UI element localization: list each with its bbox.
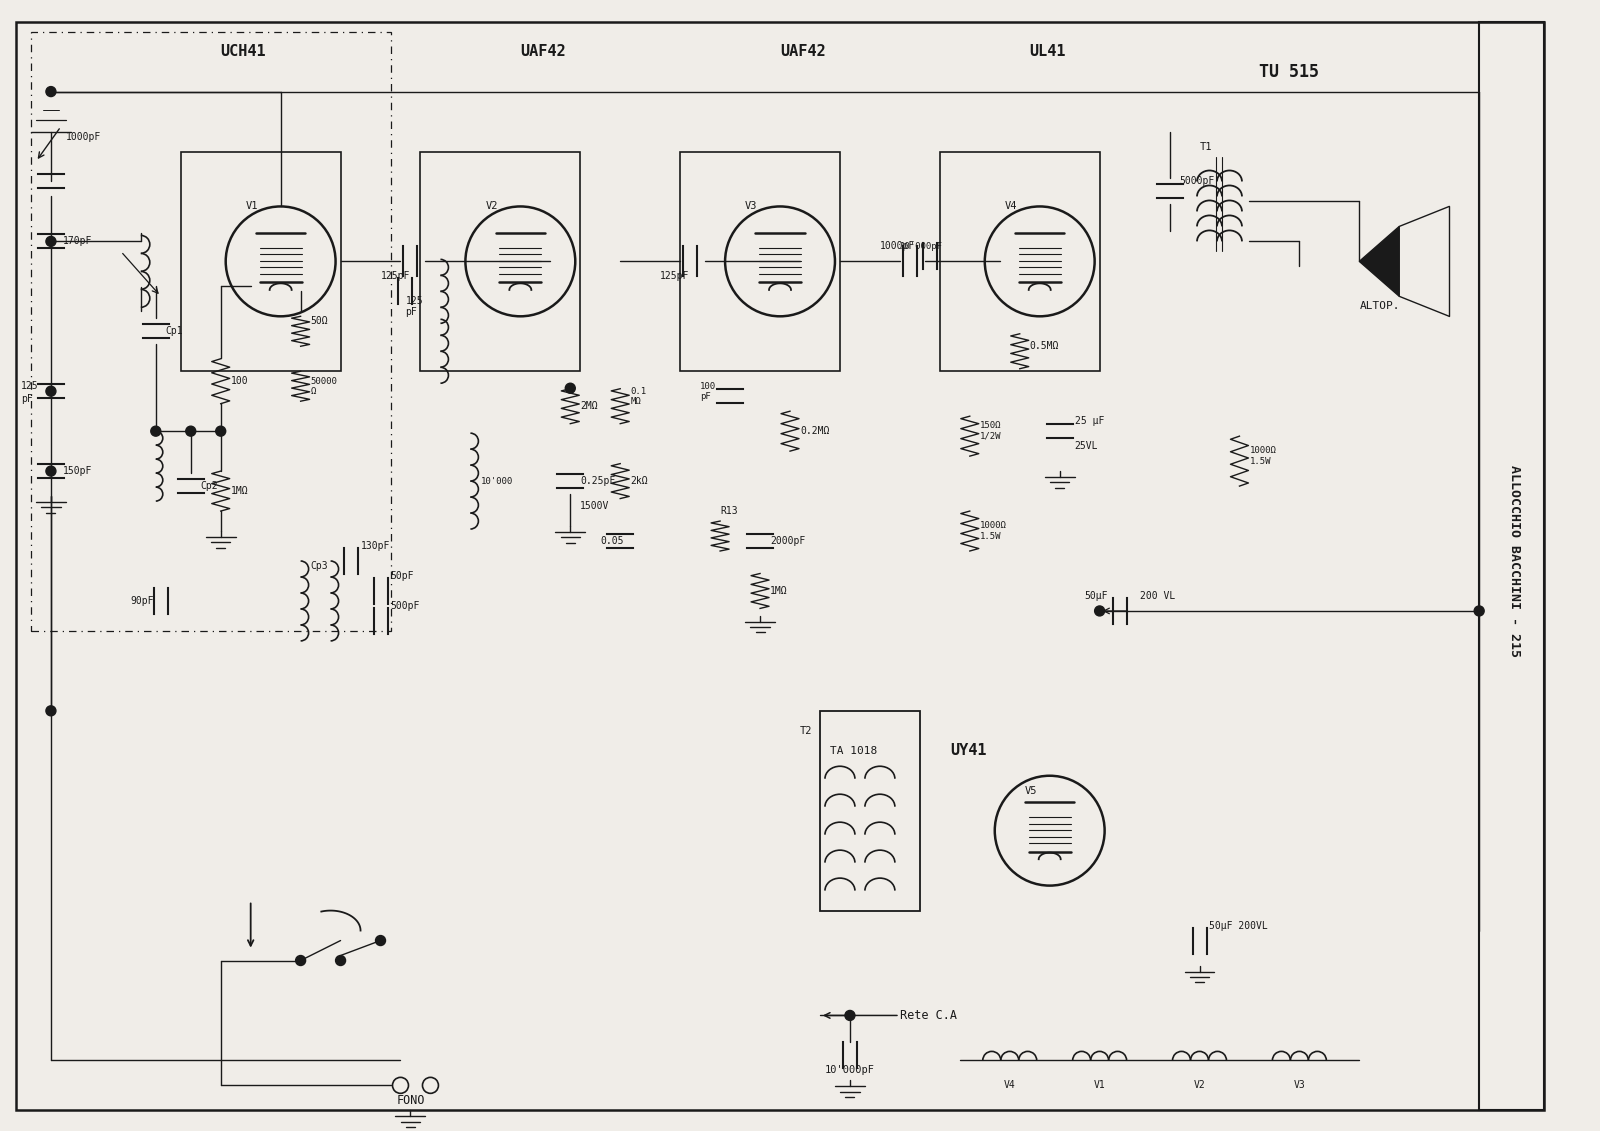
Text: UAF42: UAF42 (781, 44, 826, 59)
Text: 150Ω
1/2W: 150Ω 1/2W (979, 422, 1002, 441)
Text: 2MΩ: 2MΩ (581, 402, 598, 412)
Circle shape (296, 956, 306, 966)
Text: 500pF: 500pF (390, 601, 419, 611)
Circle shape (150, 426, 160, 437)
Text: 1MΩ: 1MΩ (770, 586, 787, 596)
Text: 0.05: 0.05 (600, 536, 624, 546)
Text: UCH41: UCH41 (221, 44, 266, 59)
Text: T2: T2 (800, 726, 813, 736)
Circle shape (376, 935, 386, 946)
Text: 1000Ω
1.5W: 1000Ω 1.5W (1250, 447, 1277, 466)
Text: 1000Ω
1.5W: 1000Ω 1.5W (979, 521, 1006, 541)
Text: ALTOP.: ALTOP. (1360, 301, 1400, 311)
Bar (939, 152, 1099, 371)
Text: 125pF: 125pF (661, 271, 690, 282)
Text: V2: V2 (485, 201, 498, 211)
Circle shape (216, 426, 226, 437)
Text: T1: T1 (1200, 141, 1213, 152)
Circle shape (186, 426, 195, 437)
Text: Cp1: Cp1 (166, 326, 184, 336)
Text: ALLOCCHIO BACCHINI - 215: ALLOCCHIO BACCHINI - 215 (1507, 465, 1520, 657)
Text: 10'000pF: 10'000pF (899, 242, 942, 251)
Text: 100: 100 (230, 377, 248, 386)
Text: Rete C.A: Rete C.A (899, 1009, 957, 1022)
Text: V4: V4 (1005, 201, 1018, 211)
Text: 10'000pF: 10'000pF (826, 1065, 875, 1076)
Bar (819, 710, 920, 910)
Text: 2000pF: 2000pF (770, 536, 805, 546)
Text: 5000pF: 5000pF (1179, 176, 1214, 187)
Text: 125
pF: 125 pF (405, 295, 422, 317)
Polygon shape (1360, 226, 1400, 296)
Text: 10'000: 10'000 (480, 476, 512, 485)
Text: 2kΩ: 2kΩ (630, 476, 648, 486)
Circle shape (1474, 606, 1485, 616)
Text: 0.2MΩ: 0.2MΩ (800, 426, 829, 437)
Text: 125: 125 (21, 381, 38, 391)
Text: 150pF: 150pF (62, 466, 93, 476)
Text: TA 1018: TA 1018 (830, 745, 877, 756)
Circle shape (46, 236, 56, 247)
Text: 25 μF: 25 μF (1075, 416, 1104, 426)
Circle shape (336, 956, 346, 966)
Text: 1500V: 1500V (581, 501, 610, 511)
Text: 100
pF: 100 pF (701, 381, 717, 400)
Text: 0.1
MΩ: 0.1 MΩ (630, 387, 646, 406)
Text: FONO: FONO (397, 1094, 424, 1107)
Circle shape (1094, 606, 1104, 616)
Text: 50μF 200VL: 50μF 200VL (1210, 921, 1269, 931)
Bar (1478, 21, 1544, 1111)
Bar (680, 152, 840, 371)
Text: UAF42: UAF42 (520, 44, 566, 59)
Bar (421, 152, 581, 371)
Text: V2: V2 (1194, 1080, 1205, 1090)
Text: 50000
Ω: 50000 Ω (310, 377, 338, 396)
Text: TU 515: TU 515 (1259, 62, 1320, 80)
Text: 1MΩ: 1MΩ (230, 486, 248, 497)
Text: Cp3: Cp3 (310, 561, 328, 571)
Text: V4: V4 (1003, 1080, 1016, 1090)
Circle shape (46, 87, 56, 96)
Bar (30, 32, 390, 631)
Text: 130pF: 130pF (360, 541, 390, 551)
Text: 1000pF: 1000pF (880, 241, 915, 251)
Text: R13: R13 (720, 506, 738, 516)
Circle shape (565, 383, 576, 394)
Text: 0.25pF: 0.25pF (581, 476, 616, 486)
Circle shape (46, 386, 56, 396)
Text: V5: V5 (1024, 786, 1037, 796)
Text: 1000pF: 1000pF (66, 131, 101, 141)
Text: V1: V1 (246, 201, 258, 211)
Text: pF: pF (21, 395, 32, 404)
Text: 170pF: 170pF (62, 236, 93, 247)
Text: 50Ω: 50Ω (310, 317, 328, 327)
Circle shape (46, 706, 56, 716)
Bar (181, 152, 341, 371)
Text: 90pF: 90pF (131, 596, 154, 606)
Text: V3: V3 (1293, 1080, 1306, 1090)
Text: 50pF: 50pF (390, 571, 414, 581)
Circle shape (46, 466, 56, 476)
Circle shape (845, 1010, 854, 1020)
Text: UY41: UY41 (950, 743, 986, 758)
Text: 50μF: 50μF (1085, 592, 1109, 601)
Text: 25VL: 25VL (1075, 441, 1098, 451)
Text: 125pF: 125pF (381, 271, 410, 282)
Text: UL41: UL41 (1030, 44, 1066, 59)
Text: Cp2: Cp2 (200, 481, 218, 491)
Text: 0.5MΩ: 0.5MΩ (1030, 342, 1059, 352)
Text: 200 VL: 200 VL (1139, 592, 1174, 601)
Text: V1: V1 (1094, 1080, 1106, 1090)
Text: V3: V3 (746, 201, 757, 211)
